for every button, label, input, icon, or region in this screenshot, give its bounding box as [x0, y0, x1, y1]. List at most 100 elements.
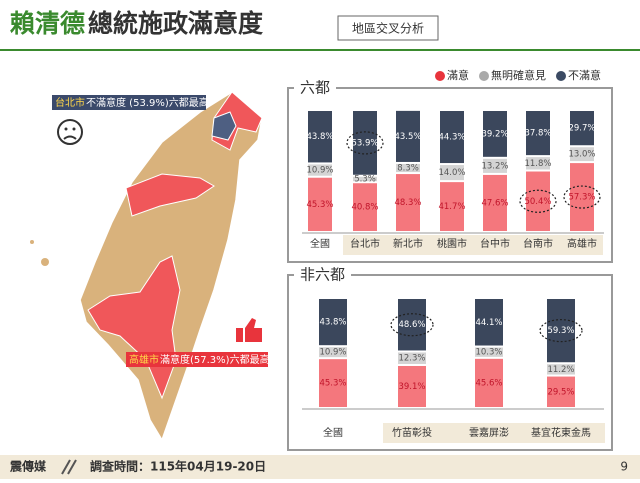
bar-segment	[398, 299, 426, 351]
bar-segment	[526, 111, 550, 156]
x-tick-label: 基宜花東金馬	[531, 426, 591, 439]
value-label: 29.5%	[547, 387, 574, 397]
value-label: 59.3%	[547, 326, 574, 336]
x-tick-label: 全國	[323, 426, 343, 439]
footer-slash	[61, 459, 77, 475]
thumb-icon	[245, 318, 262, 342]
region-taipei	[211, 111, 237, 141]
bar-segment	[353, 111, 377, 175]
bar-segment	[396, 110, 420, 162]
category-bg	[383, 423, 605, 443]
bar-segment	[440, 165, 464, 181]
value-label: 39.1%	[398, 382, 425, 392]
x-tick-label: 雲嘉屏澎	[469, 426, 509, 439]
thumb-icon	[236, 328, 243, 342]
highlight-ring	[390, 313, 434, 337]
annotation-box	[126, 352, 268, 367]
value-label: 14.0%	[438, 168, 465, 178]
value-label: 13.0%	[568, 150, 595, 160]
legend-dot	[479, 71, 489, 81]
legend-label: 不滿意	[568, 68, 601, 82]
annotation-city: 高雄市	[129, 353, 159, 366]
chart-frame	[287, 274, 613, 451]
bar-segment	[526, 171, 550, 231]
bar-segment	[396, 174, 420, 231]
bar-segment	[398, 352, 426, 364]
legend-label: 滿意	[447, 68, 469, 82]
x-tick-label: 台北市	[350, 237, 380, 250]
footer-time: 調查時間：115年04月19-20日	[90, 459, 266, 474]
bar-segment	[308, 164, 332, 176]
value-label: 39.2%	[481, 129, 508, 139]
page-number: 9	[620, 460, 628, 474]
value-label: 10.9%	[319, 348, 346, 358]
value-label: 44.3%	[438, 133, 465, 143]
x-tick-label: 台中市	[480, 237, 510, 250]
sad-face	[57, 119, 83, 145]
value-label: 29.7%	[568, 124, 595, 134]
eye	[72, 127, 76, 131]
title-bg	[294, 267, 352, 283]
chart-frame	[287, 87, 613, 263]
value-label: 11.8%	[524, 159, 551, 169]
value-label: 53.9%	[351, 138, 378, 148]
value-label: 43.5%	[394, 132, 421, 142]
value-label: 8.3%	[397, 164, 419, 174]
tag-box	[337, 15, 439, 41]
bar-segment	[483, 174, 507, 231]
value-label: 45.6%	[475, 378, 502, 388]
highlight-ring	[519, 189, 557, 213]
x-tick-label: 桃園市	[437, 237, 467, 250]
bar-segment	[475, 347, 503, 357]
eye	[64, 127, 68, 131]
bar-segment	[308, 177, 332, 231]
value-label: 48.3%	[394, 198, 421, 208]
value-label: 45.3%	[306, 200, 333, 210]
value-label: 57.3%	[568, 193, 595, 203]
annotation-text: 滿意度(57.3%)六都最高	[160, 353, 270, 366]
footer-brand: 震傳媒	[10, 459, 47, 474]
value-label: 43.8%	[319, 318, 346, 328]
x-tick-label: 高雄市	[567, 237, 597, 250]
footer-bar	[0, 455, 640, 479]
island	[41, 258, 49, 266]
value-label: 13.2%	[481, 161, 508, 171]
bar-segment	[483, 111, 507, 157]
highlight-ring	[563, 185, 601, 209]
bar-segment	[570, 163, 594, 231]
value-label: 43.8%	[306, 132, 333, 142]
bar-segment	[319, 359, 347, 407]
value-label: 5.3%	[354, 174, 376, 184]
value-label: 37.8%	[524, 129, 551, 139]
map: 台北市 不滿意度 (53.9%)六都最高 高雄市 滿意度(57.3%)六都最高	[30, 91, 270, 442]
bar-segment	[353, 183, 377, 231]
sad-mouth	[63, 135, 77, 140]
x-tick-label: 竹苗彰投	[392, 426, 432, 439]
region-taichung	[125, 173, 215, 217]
island	[30, 240, 34, 244]
value-label: 45.3%	[319, 379, 346, 389]
highlight-ring	[346, 131, 384, 155]
x-tick-label: 新北市	[393, 237, 423, 250]
legend-label: 無明確意見	[491, 68, 546, 82]
bar-segment	[398, 365, 426, 407]
value-label: 44.1%	[475, 318, 502, 328]
value-label: 48.6%	[398, 320, 425, 330]
bar-segment	[475, 358, 503, 407]
value-label: 12.3%	[398, 354, 425, 364]
title: 總統施政滿意度	[88, 9, 263, 38]
bar-segment	[396, 163, 420, 173]
value-label: 10.9%	[306, 166, 333, 176]
category-bg	[343, 235, 603, 255]
value-label: 50.4%	[524, 197, 551, 207]
bar-segment	[547, 364, 575, 375]
bar-segment	[353, 176, 377, 182]
bar-segment	[547, 376, 575, 407]
bar-segment	[319, 299, 347, 346]
bar-segment	[570, 147, 594, 162]
annotation-city: 台北市	[55, 96, 85, 109]
bar-segment	[475, 299, 503, 346]
bar-segment	[319, 347, 347, 358]
x-tick-label: 全國	[310, 237, 330, 250]
